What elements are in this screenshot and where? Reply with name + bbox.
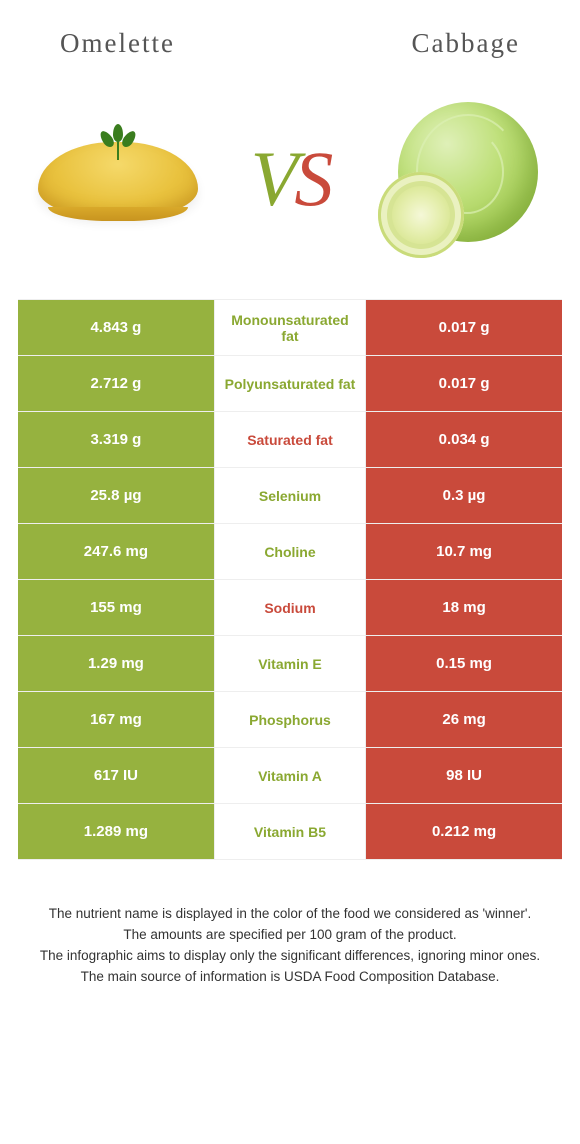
left-value-cell: 155 mg	[18, 580, 214, 635]
nutrient-label-cell: Selenium	[214, 468, 366, 523]
nutrient-table: 4.843 gMonounsaturated fat0.017 g2.712 g…	[18, 299, 562, 860]
nutrient-label-cell: Saturated fat	[214, 412, 366, 467]
nutrient-label-cell: Monounsaturated fat	[214, 300, 366, 355]
left-value-cell: 25.8 µg	[18, 468, 214, 523]
left-value-cell: 167 mg	[18, 692, 214, 747]
vs-label: VS	[251, 134, 330, 224]
table-row: 167 mgPhosphorus26 mg	[18, 692, 562, 748]
nutrient-label-cell: Choline	[214, 524, 366, 579]
left-value-cell: 3.319 g	[18, 412, 214, 467]
right-value-cell: 0.017 g	[366, 300, 562, 355]
left-value-cell: 247.6 mg	[18, 524, 214, 579]
right-value-cell: 0.212 mg	[366, 804, 562, 859]
table-row: 3.319 gSaturated fat0.034 g	[18, 412, 562, 468]
nutrient-label-cell: Vitamin B5	[214, 804, 366, 859]
footer-line: The nutrient name is displayed in the co…	[28, 904, 552, 925]
left-value-cell: 2.712 g	[18, 356, 214, 411]
right-value-cell: 0.3 µg	[366, 468, 562, 523]
nutrient-label-cell: Vitamin E	[214, 636, 366, 691]
table-row: 1.289 mgVitamin B50.212 mg	[18, 804, 562, 860]
vs-v: V	[251, 134, 295, 224]
right-value-cell: 26 mg	[366, 692, 562, 747]
garnish-icon	[100, 124, 136, 160]
nutrient-label-cell: Vitamin A	[214, 748, 366, 803]
nutrient-label-cell: Sodium	[214, 580, 366, 635]
left-value-cell: 1.29 mg	[18, 636, 214, 691]
right-value-cell: 10.7 mg	[366, 524, 562, 579]
table-row: 617 IUVitamin A98 IU	[18, 748, 562, 804]
header-row: Omelette Cabbage	[0, 0, 580, 69]
left-food-title: Omelette	[60, 28, 175, 59]
table-row: 1.29 mgVitamin E0.15 mg	[18, 636, 562, 692]
nutrient-label-cell: Phosphorus	[214, 692, 366, 747]
left-value-cell: 4.843 g	[18, 300, 214, 355]
omelette-icon	[38, 142, 198, 217]
right-value-cell: 18 mg	[366, 580, 562, 635]
table-row: 4.843 gMonounsaturated fat0.017 g	[18, 300, 562, 356]
right-value-cell: 0.15 mg	[366, 636, 562, 691]
footer-note: The nutrient name is displayed in the co…	[0, 860, 580, 988]
right-value-cell: 0.017 g	[366, 356, 562, 411]
table-row: 155 mgSodium18 mg	[18, 580, 562, 636]
right-food-title: Cabbage	[412, 28, 520, 59]
image-row: VS	[0, 69, 580, 299]
nutrient-label-cell: Polyunsaturated fat	[214, 356, 366, 411]
table-row: 2.712 gPolyunsaturated fat0.017 g	[18, 356, 562, 412]
table-row: 25.8 µgSelenium0.3 µg	[18, 468, 562, 524]
left-value-cell: 1.289 mg	[18, 804, 214, 859]
table-row: 247.6 mgCholine10.7 mg	[18, 524, 562, 580]
footer-line: The infographic aims to display only the…	[28, 946, 552, 967]
cabbage-image	[375, 92, 550, 267]
omelette-image	[30, 92, 205, 267]
left-value-cell: 617 IU	[18, 748, 214, 803]
vs-s: S	[294, 134, 329, 224]
right-value-cell: 0.034 g	[366, 412, 562, 467]
footer-line: The amounts are specified per 100 gram o…	[28, 925, 552, 946]
cabbage-icon	[378, 94, 548, 264]
footer-line: The main source of information is USDA F…	[28, 967, 552, 988]
right-value-cell: 98 IU	[366, 748, 562, 803]
